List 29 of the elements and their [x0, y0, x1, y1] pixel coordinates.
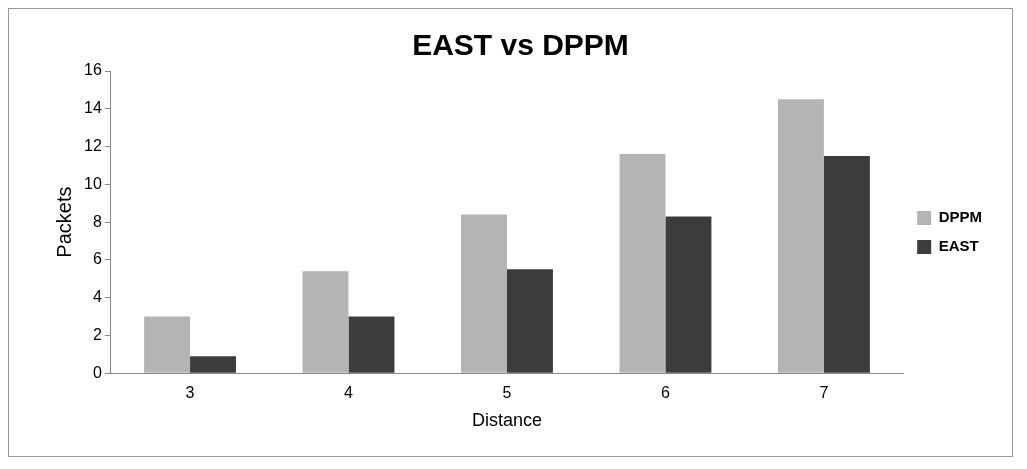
bar [348, 316, 395, 373]
x-tick-label: 3 [185, 384, 195, 402]
y-tick-label: 4 [92, 288, 102, 306]
x-tick-label: 5 [502, 384, 512, 402]
y-tick-label: 14 [84, 99, 102, 117]
bar [190, 356, 236, 373]
bar [777, 99, 824, 373]
y-tick-label: 8 [92, 212, 102, 230]
y-tick-label: 2 [92, 325, 102, 343]
bar [619, 154, 666, 373]
y-tick-label: 6 [92, 250, 102, 268]
chart-title: EAST vs DPPM [412, 28, 629, 62]
bar [144, 316, 191, 373]
y-tick-label: 12 [84, 136, 102, 154]
x-tick-label: 4 [344, 384, 354, 402]
y-tick-label: 16 [84, 61, 102, 79]
bar [665, 216, 712, 373]
legend-label: EAST [938, 237, 979, 255]
legend-label: DPPM [938, 208, 983, 226]
bar [506, 269, 553, 373]
y-tick-label: 0 [92, 363, 102, 381]
x-tick-label: 7 [819, 384, 829, 402]
bar [823, 155, 870, 373]
bar [302, 271, 349, 373]
y-axis-title: Packets [52, 186, 75, 258]
bar [461, 214, 507, 373]
x-tick-label: 6 [661, 384, 670, 402]
y-tick-label: 10 [84, 174, 102, 192]
x-axis-title: Distance [471, 410, 542, 431]
